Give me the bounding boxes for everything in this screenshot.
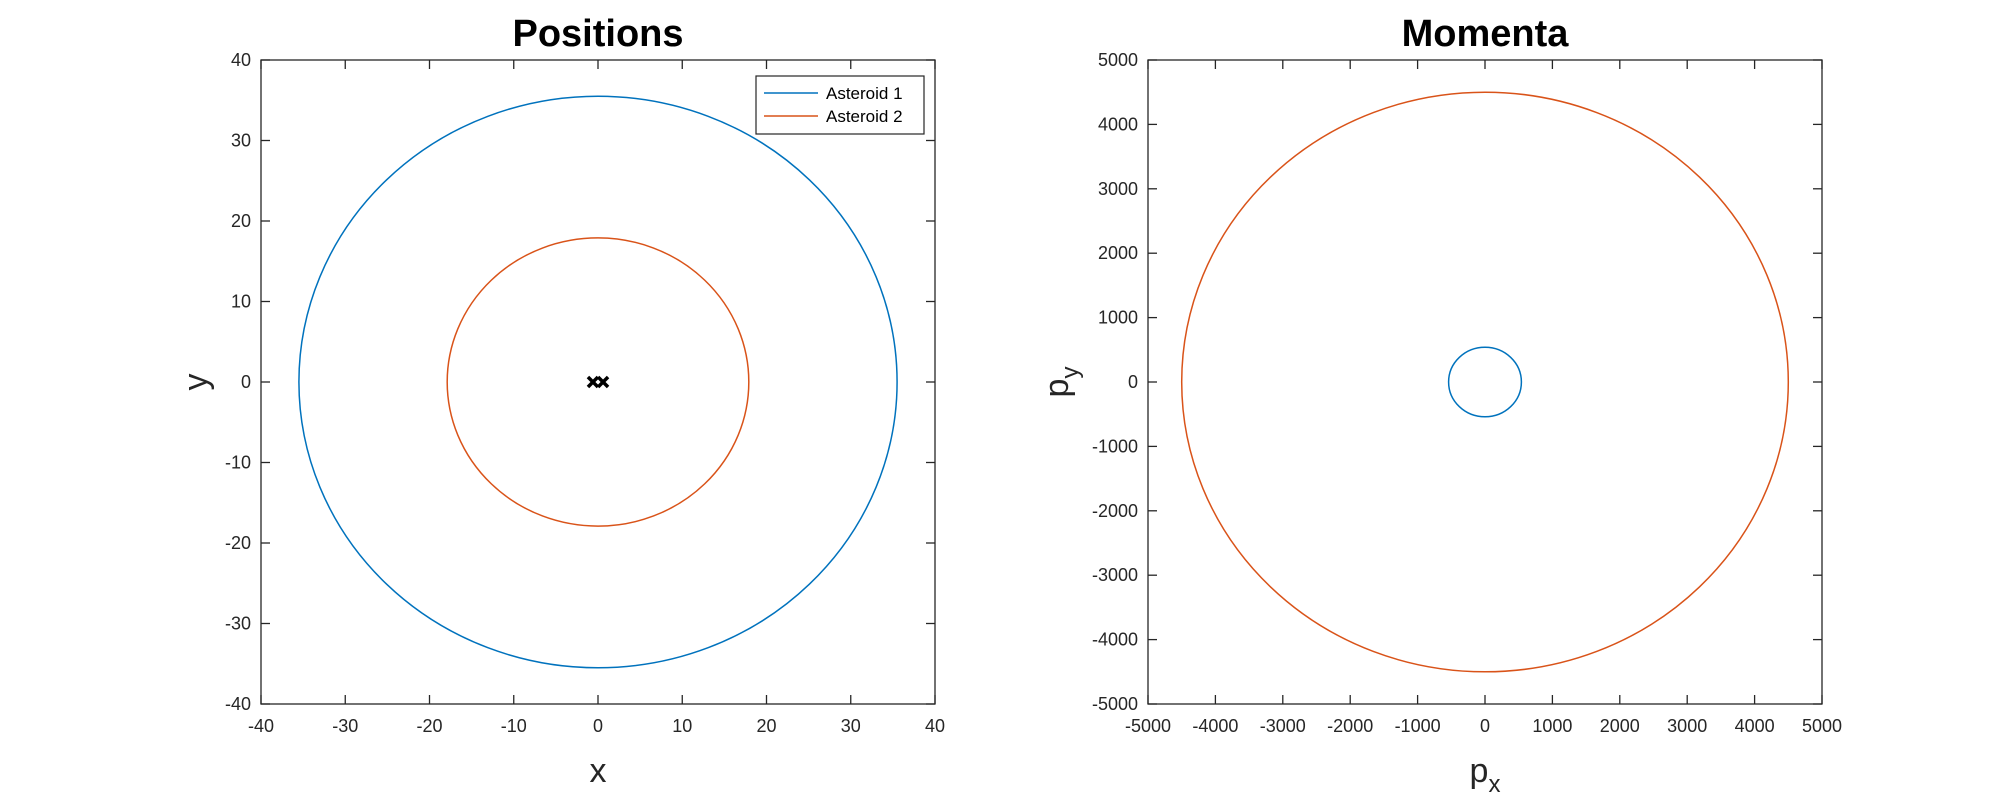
y-tick-label: -10 [225,453,251,473]
plot-area [260,59,936,705]
x-marker [586,375,600,389]
series-line-asteroid-2 [446,237,750,527]
x-tick-label: 20 [756,716,776,736]
series-line-2 [1180,91,1790,673]
x-tick-label: -2000 [1327,716,1373,736]
x-axis-label-sub: x [1488,771,1500,798]
legend: Asteroid 1 Asteroid 2 [755,75,925,135]
plot-area [1147,59,1823,705]
y-tick-label: 40 [231,50,251,70]
x-axis-label: x [590,752,607,790]
x-tick-label: 3000 [1667,716,1707,736]
y-tick-label: -1000 [1092,436,1138,456]
y-tick-label: 10 [231,292,251,312]
y-tick-label: -40 [225,694,251,714]
x-tick-label: 4000 [1735,716,1775,736]
x-tick-label: -30 [332,716,358,736]
x-tick-label: 2000 [1600,716,1640,736]
x-tick-label: 0 [1480,716,1490,736]
x-tick-label: 30 [841,716,861,736]
x-tick-label: -5000 [1125,716,1171,736]
y-tick-label: 0 [241,372,251,392]
momenta-chart: -5000 -4000 -3000 -2000 -1000 0 1000 2000 3000 40… [1038,13,1842,798]
x-tick-label: 1000 [1532,716,1572,736]
x-tick-label: 0 [593,716,603,736]
x-tick-label: -1000 [1395,716,1441,736]
y-tick-label: -4000 [1092,630,1138,650]
y-tick-label: 4000 [1098,114,1138,134]
y-axis-label: y [177,374,215,391]
y-tick-label: 0 [1128,372,1138,392]
legend-label: Asteroid 2 [826,107,903,126]
series-line-1 [1447,346,1523,418]
legend-box [755,75,925,135]
y-axis-label-sub: y [1057,367,1084,379]
series-line-asteroid-1 [298,95,898,669]
positions-chart: -40 -30 -20 -10 0 10 20 30 40 -40 -30 -20 -10 0 10 20 30… [177,13,945,790]
y-axis-label: py [1038,367,1084,398]
x-tick-label: -4000 [1192,716,1238,736]
x-axis-label-main: p [1470,752,1489,790]
y-tick-label: 5000 [1098,50,1138,70]
y-tick-label: -2000 [1092,501,1138,521]
x-marker [596,375,610,389]
x-marker-stroke [596,375,610,389]
y-tick-label: -3000 [1092,565,1138,585]
x-tick-label: 5000 [1802,716,1842,736]
x-tick-label: -20 [416,716,442,736]
y-tick-label: 20 [231,211,251,231]
y-tick-label: 1000 [1098,308,1138,328]
x-tick-label: 10 [672,716,692,736]
x-axis-label: px [1470,752,1501,798]
chart-title: Momenta [1402,13,1570,55]
y-tick-label: 30 [231,131,251,151]
x-tick-label: -3000 [1260,716,1306,736]
legend-label: Asteroid 1 [826,84,903,103]
y-tick-label: 3000 [1098,179,1138,199]
y-axis-label-main: y [177,374,215,391]
y-tick-label: 2000 [1098,243,1138,263]
chart-title: Positions [512,13,683,55]
y-tick-label: -20 [225,533,251,553]
x-axis-label-main: x [590,752,607,790]
y-tick-label: -30 [225,614,251,634]
y-axis-label-main: p [1038,379,1076,398]
x-marker-stroke [586,375,600,389]
x-tick-label: -40 [248,716,274,736]
x-tick-label: 40 [925,716,945,736]
x-tick-label: -10 [501,716,527,736]
y-tick-label: -5000 [1092,694,1138,714]
